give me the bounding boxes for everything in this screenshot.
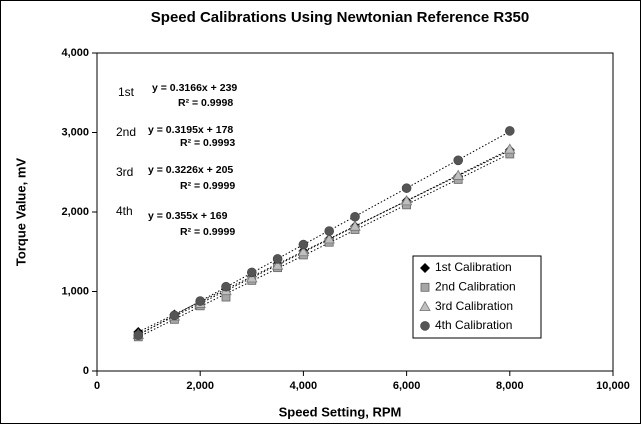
- x-tick-label: 8,000: [496, 380, 524, 392]
- legend-marker: [420, 321, 430, 331]
- annotation-equation: y = 0.3226x + 205: [148, 164, 233, 176]
- point: [246, 272, 258, 283]
- point: [401, 183, 412, 193]
- trendline: [138, 149, 511, 333]
- point: [221, 281, 231, 292]
- annotation-r2: R² = 0.9998: [178, 97, 233, 109]
- y-tick-label: 4,000: [61, 47, 89, 59]
- point: [323, 233, 335, 244]
- y-tick-label: 0: [83, 365, 89, 377]
- chart-title: Speed Calibrations Using Newtonian Refer…: [151, 9, 529, 26]
- point: [271, 259, 284, 270]
- annotation-label: 3rd: [116, 165, 133, 179]
- annotation-label: 2nd: [116, 125, 136, 139]
- y-tick-label: 2,000: [61, 206, 89, 218]
- annotation-equation: y = 0.3195x + 178: [148, 124, 233, 136]
- legend-label: 1st Calibration: [435, 260, 512, 274]
- y-tick-label: 1,000: [61, 285, 89, 297]
- annotation-r2: R² = 0.9999: [180, 180, 235, 192]
- point: [504, 126, 515, 136]
- annotation-r2: R² = 0.9993: [180, 137, 235, 149]
- point: [195, 296, 205, 306]
- legend-label: 2nd Calibration: [435, 279, 516, 293]
- point: [504, 143, 516, 154]
- trendline: [138, 153, 511, 338]
- annotation-r2: R² = 0.9999: [180, 226, 235, 238]
- x-tick-label: 6,000: [393, 380, 421, 392]
- point: [297, 245, 310, 257]
- legend-marker: [420, 282, 430, 292]
- y-tick-label: 3,000: [61, 126, 89, 138]
- annotation-label: 4th: [116, 204, 133, 218]
- legend-label: 3rd Calibration: [435, 299, 513, 313]
- trendline: [138, 148, 511, 335]
- y-axis-title: Torque Value, mV: [13, 158, 28, 266]
- x-axis-title: Speed Setting, RPM: [279, 404, 402, 419]
- point: [298, 239, 309, 250]
- x-tick-label: 2,000: [186, 380, 214, 392]
- annotation-equation: y = 0.355x + 169: [148, 210, 228, 222]
- point: [324, 226, 335, 236]
- annotation-equation: y = 0.3166x + 239: [152, 82, 237, 94]
- point: [452, 169, 464, 180]
- point: [350, 211, 360, 222]
- legend-marker: [420, 263, 430, 273]
- point: [272, 254, 283, 264]
- x-tick-label: 0: [94, 380, 100, 392]
- x-tick-label: 10,000: [596, 380, 630, 392]
- point: [247, 267, 257, 278]
- legend: [412, 255, 542, 339]
- point: [133, 330, 144, 341]
- point: [169, 310, 180, 321]
- legend-label: 4th Calibration: [435, 318, 512, 332]
- point: [349, 220, 361, 231]
- legend-marker: [419, 300, 431, 312]
- point: [400, 195, 413, 206]
- annotation-label: 1st: [118, 85, 135, 99]
- point: [453, 155, 464, 166]
- x-tick-label: 4,000: [290, 380, 318, 392]
